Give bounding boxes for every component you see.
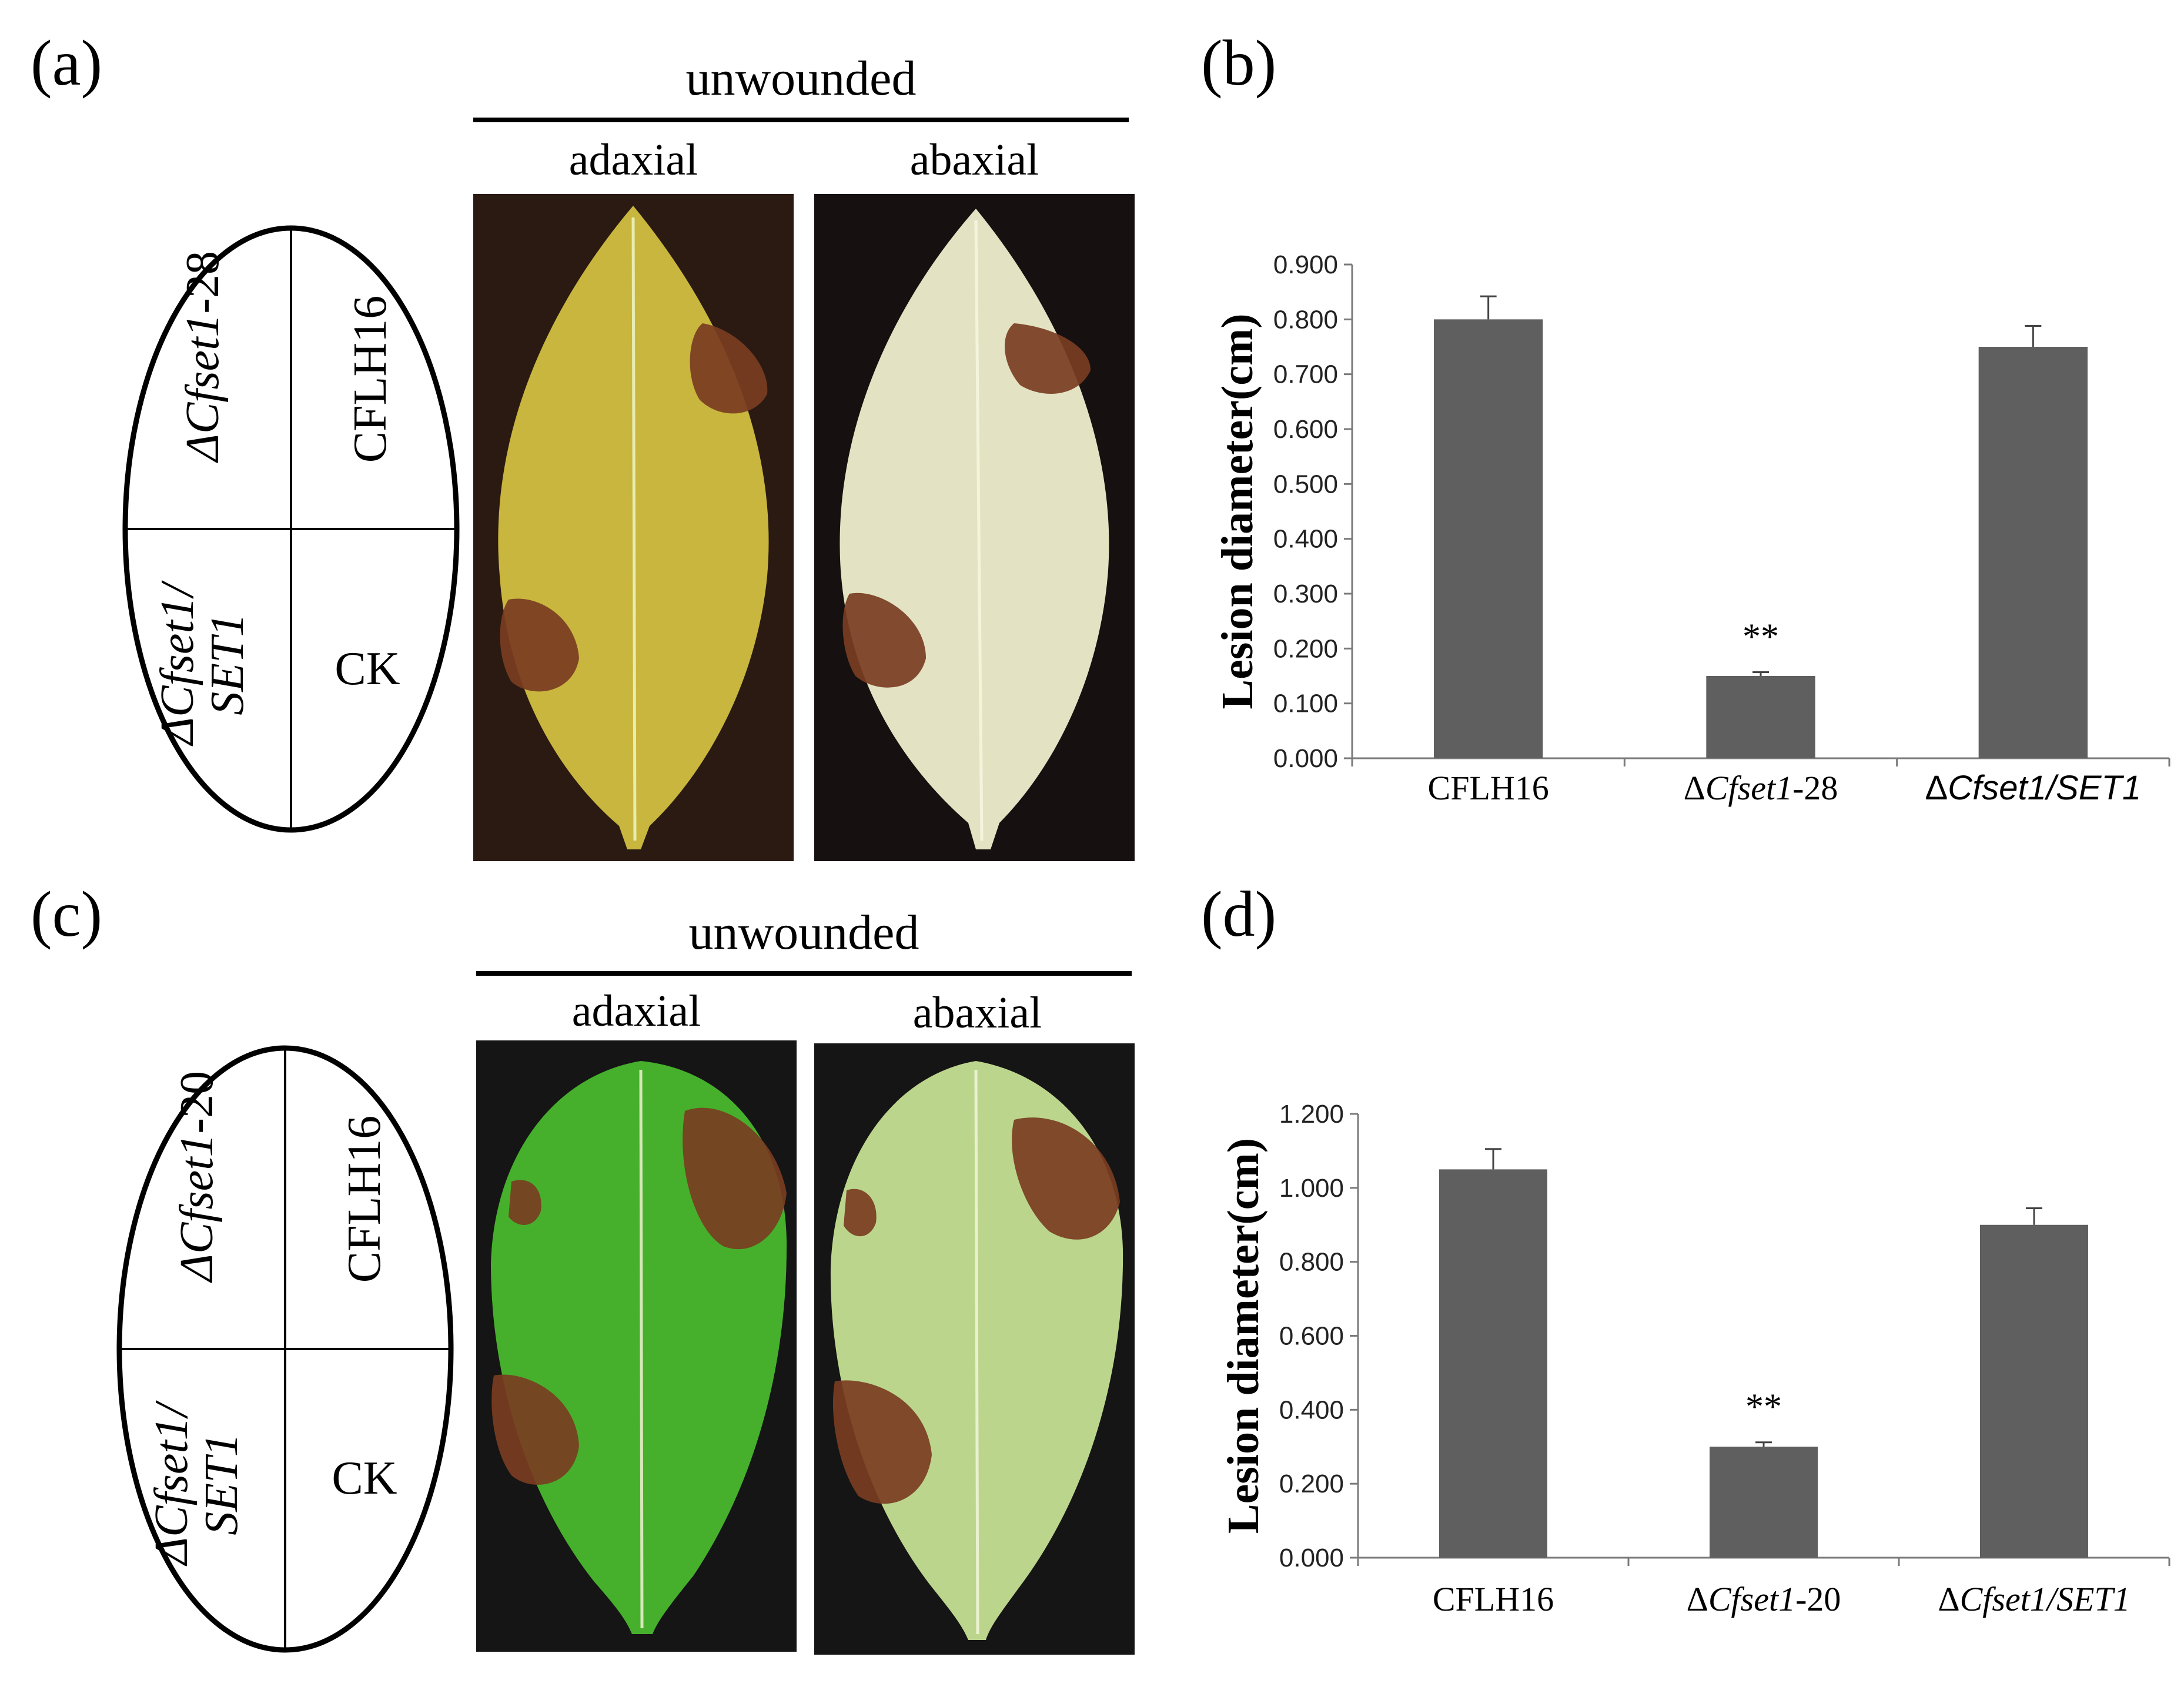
header-unwounded-a: unwounded <box>685 51 917 106</box>
bar-chart-b: 0.000 0.100 0.200 0.300 0.400 0.500 0.600 0.700… <box>1213 235 2175 852</box>
category-label: ΔCfset1-28 <box>1684 769 1838 807</box>
bar <box>1434 319 1543 758</box>
label-adaxial-c: adaxial <box>571 986 701 1036</box>
label-abaxial-a: abaxial <box>909 135 1039 185</box>
y-tick-label: 1.200 <box>1279 1100 1344 1129</box>
category-label: CFLH16 <box>1433 1580 1554 1618</box>
y-axis-label: Lesion diameter(cm) <box>1219 1138 1268 1534</box>
header-unwounded-c: unwounded <box>688 905 919 960</box>
y-tick-label: 0.600 <box>1273 415 1338 444</box>
panel-label-a: (a) <box>31 27 103 99</box>
y-tick-label: 0.800 <box>1279 1248 1344 1277</box>
y-tick-label: 1.000 <box>1279 1174 1344 1203</box>
panel-label-c: (c) <box>31 878 103 950</box>
y-tick-label: 0.500 <box>1273 470 1338 498</box>
bar <box>1710 1447 1818 1558</box>
y-tick-label: 0.100 <box>1273 689 1338 718</box>
quadrant-label-mutant-c: ΔCfset1-20 <box>171 1070 223 1281</box>
y-tick-label: 0.800 <box>1273 305 1338 334</box>
panel-label-d: (d) <box>1201 878 1277 950</box>
significance-mark: ** <box>1745 1387 1782 1427</box>
bar <box>1439 1169 1547 1558</box>
label-abaxial-c: abaxial <box>912 988 1042 1037</box>
quadrant-label-cflh16-c: CFLH16 <box>339 1115 390 1283</box>
oval-outline-a <box>122 225 460 833</box>
category-label: CFLH16 <box>1428 769 1549 807</box>
chart-svg-b: 0.000 0.100 0.200 0.300 0.400 0.500 0.600 0.700… <box>1213 250 2170 807</box>
inoculation-diagram-a: ΔCfset1-28 CFLH16 ΔCfset1/SET1 CK <box>121 223 473 835</box>
category-label: ΔCfset1/SET1 <box>1925 769 2142 807</box>
quadrant-label-mutant-a: ΔCfset1-28 <box>177 250 229 461</box>
header-rule-a <box>473 118 1129 122</box>
quadrant-label-ck-a: CK <box>335 643 400 695</box>
category-label: ΔCfset1/SET1 <box>1938 1580 2130 1618</box>
bar-chart-d: 0.000 0.200 0.400 0.600 0.800 1.000 1.200 CFLH1… <box>1219 1082 2175 1669</box>
chart-svg-d: 0.000 0.200 0.400 0.600 0.800 1.000 1.200 CFLH1… <box>1219 1100 2170 1618</box>
quadrant-label-ck-c: CK <box>332 1452 397 1504</box>
y-tick-label: 0.300 <box>1273 580 1338 608</box>
bar <box>1706 676 1815 758</box>
y-tick-label: 0.700 <box>1273 360 1338 389</box>
y-tick-label: 0.200 <box>1279 1470 1344 1498</box>
quadrant-label-complement-c: ΔCfset1/SET1 <box>146 1404 248 1565</box>
y-tick-label: 0.600 <box>1279 1322 1344 1351</box>
panel-label-b: (b) <box>1201 27 1277 99</box>
y-tick-label: 0.000 <box>1273 744 1338 773</box>
leaf-photo-abaxial-a <box>814 194 1135 861</box>
y-tick-label: 0.900 <box>1273 250 1338 279</box>
category-label: ΔCfset1-20 <box>1687 1580 1841 1618</box>
header-rule-c <box>476 971 1132 976</box>
y-tick-label: 0.400 <box>1279 1395 1344 1424</box>
leaf-photo-adaxial-a <box>473 194 794 861</box>
oval-outline-c <box>116 1045 454 1653</box>
y-tick-label: 0.200 <box>1273 634 1338 663</box>
leaf-photo-abaxial-c <box>814 1043 1135 1655</box>
label-adaxial-a: adaxial <box>568 135 698 185</box>
y-tick-label: 0.400 <box>1273 525 1338 554</box>
leaf-photo-adaxial-c <box>476 1040 797 1652</box>
significance-mark: ** <box>1742 617 1779 657</box>
bar <box>1980 1224 2088 1558</box>
bar <box>1978 347 2088 758</box>
y-tick-label: 0.000 <box>1279 1544 1344 1572</box>
y-axis-label: Lesion diameter(cm) <box>1213 313 1262 709</box>
inoculation-diagram-c: ΔCfset1-20 CFLH16 ΔCfset1/SET1 CK <box>115 1043 467 1655</box>
quadrant-label-complement-a: ΔCfset1/SET1 <box>152 584 253 745</box>
quadrant-label-cflh16-a: CFLH16 <box>345 295 396 463</box>
